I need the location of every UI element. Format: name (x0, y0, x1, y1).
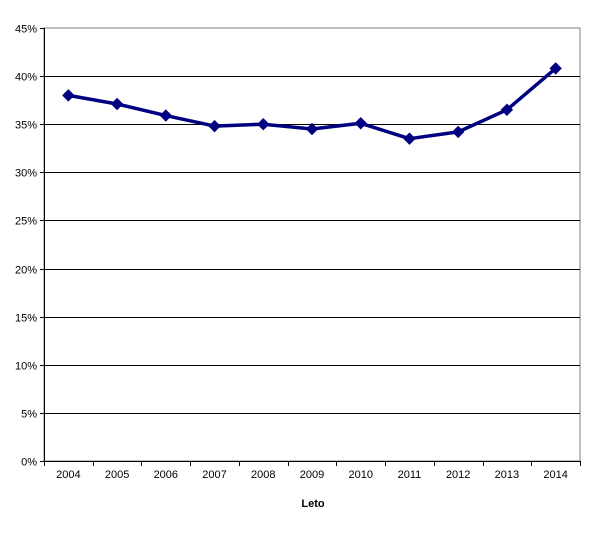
x-tick-label: 2014 (543, 469, 567, 481)
data-point-diamond (403, 132, 416, 145)
x-tick-label: 2011 (398, 469, 422, 481)
y-tick-label: 5% (21, 409, 37, 421)
data-point-diamond (257, 118, 270, 131)
data-point-diamond (110, 97, 124, 111)
data-point-diamond (208, 119, 221, 133)
x-tick-label: 2013 (495, 469, 519, 481)
data-point-diamond (451, 125, 465, 139)
y-tick-label: 30% (15, 168, 37, 180)
y-tick-label: 35% (15, 120, 37, 132)
x-tick-label: 2010 (348, 469, 372, 481)
series-layer (62, 62, 562, 145)
y-tick-label: 45% (15, 24, 37, 36)
plot-area-border (43, 27, 581, 462)
x-tick-label: 2006 (154, 469, 178, 481)
data-point-diamond (305, 122, 319, 136)
data-point-diamond (549, 62, 562, 75)
x-tick-label: 2012 (446, 469, 470, 481)
x-tick-label: 2009 (300, 469, 324, 481)
x-axis: 2004 2005 2006 2007 2008 2009 2010 2011 2012 2013… (44, 461, 581, 481)
y-tick-label: 40% (15, 72, 37, 84)
gridlines (43, 27, 581, 462)
x-tick-label: 2004 (56, 469, 80, 481)
data-point-diamond (159, 109, 173, 122)
y-tick-label: 25% (15, 216, 37, 228)
y-tick-label: 15% (15, 313, 37, 325)
data-point-diamond (354, 117, 367, 130)
x-tick-label: 2005 (105, 469, 129, 481)
y-tick-label: 20% (15, 265, 37, 277)
data-point-diamond (500, 103, 514, 116)
x-axis-title: Leto (301, 498, 325, 510)
x-tick-label: 2007 (202, 469, 226, 481)
y-tick-label: 10% (15, 361, 37, 373)
x-tick-label: 2008 (251, 469, 275, 481)
y-tick-label: 0% (21, 457, 37, 469)
data-point-diamond (62, 89, 75, 102)
y-axis: 0% 5% 10% 15% 20% 25% 30% 35% 40% 45% (15, 24, 45, 469)
